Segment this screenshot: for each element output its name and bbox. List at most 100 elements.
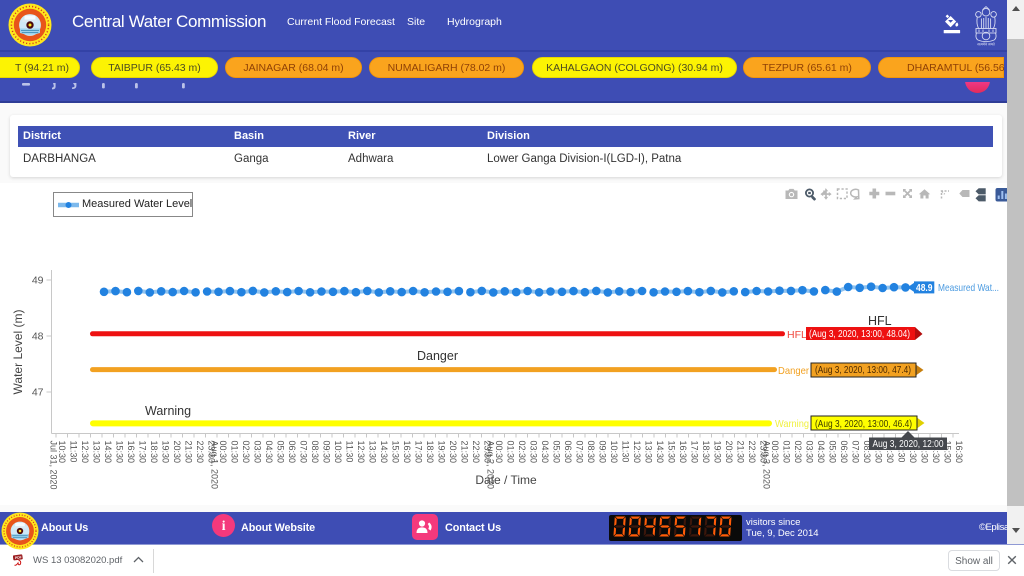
svg-text:09:30: 09:30 bbox=[598, 441, 608, 464]
svg-text:19:30: 19:30 bbox=[713, 441, 723, 464]
svg-text:14:30: 14:30 bbox=[931, 441, 941, 464]
svg-text:08:30: 08:30 bbox=[586, 441, 596, 464]
svg-text:05:30: 05:30 bbox=[552, 441, 562, 464]
svg-text:Aug 2, 2020: Aug 2, 2020 bbox=[486, 441, 496, 490]
svg-text:07:30: 07:30 bbox=[299, 441, 309, 464]
svg-text:04:30: 04:30 bbox=[540, 441, 550, 464]
svg-text:01:30: 01:30 bbox=[230, 441, 240, 464]
svg-text:14:30: 14:30 bbox=[103, 441, 113, 464]
svg-text:Warning: Warning bbox=[145, 404, 191, 418]
svg-text:16:30: 16:30 bbox=[126, 441, 136, 464]
svg-text:22:30: 22:30 bbox=[471, 441, 481, 464]
svg-text:02:30: 02:30 bbox=[793, 441, 803, 464]
svg-text:00:30: 00:30 bbox=[218, 441, 228, 464]
svg-text:23:30: 23:30 bbox=[483, 441, 493, 464]
svg-text:01:30: 01:30 bbox=[506, 441, 516, 464]
svg-text:16:30: 16:30 bbox=[678, 441, 688, 464]
svg-text:13:30: 13:30 bbox=[368, 441, 378, 464]
svg-text:00:30: 00:30 bbox=[494, 441, 504, 464]
svg-text:11:30: 11:30 bbox=[621, 441, 631, 463]
svg-text:19:30: 19:30 bbox=[161, 441, 171, 464]
svg-text:07:30: 07:30 bbox=[575, 441, 585, 464]
svg-text:(Aug 3, 2020, 13:00, 47.4): (Aug 3, 2020, 13:00, 47.4) bbox=[815, 364, 911, 376]
svg-text:Measured Wat...: Measured Wat... bbox=[938, 282, 999, 294]
svg-text:(Aug 3, 2020, 13:00, 48.04): (Aug 3, 2020, 13:00, 48.04) bbox=[809, 328, 910, 340]
svg-text:20:30: 20:30 bbox=[448, 441, 458, 464]
svg-text:11:30: 11:30 bbox=[897, 441, 907, 463]
svg-text:05:30: 05:30 bbox=[276, 441, 286, 464]
svg-text:16:30: 16:30 bbox=[954, 441, 964, 464]
svg-text:02:30: 02:30 bbox=[517, 441, 527, 464]
svg-text:18:30: 18:30 bbox=[425, 441, 435, 464]
svg-text:13:30: 13:30 bbox=[920, 441, 930, 464]
svg-text:22:30: 22:30 bbox=[747, 441, 757, 464]
svg-text:Warning: Warning bbox=[775, 418, 809, 430]
svg-text:06:30: 06:30 bbox=[287, 441, 297, 464]
svg-text:08:30: 08:30 bbox=[862, 441, 872, 464]
svg-text:03:30: 03:30 bbox=[529, 441, 539, 464]
svg-text:10:30: 10:30 bbox=[57, 441, 67, 464]
svg-text:20:30: 20:30 bbox=[724, 441, 734, 464]
svg-text:17:30: 17:30 bbox=[414, 441, 424, 464]
svg-text:18:30: 18:30 bbox=[149, 441, 159, 464]
svg-text:(Aug 3, 2020, 13:00, 46.4): (Aug 3, 2020, 13:00, 46.4) bbox=[815, 418, 912, 430]
svg-text:21:30: 21:30 bbox=[184, 441, 194, 464]
svg-text:15:30: 15:30 bbox=[391, 441, 401, 464]
svg-text:47: 47 bbox=[32, 387, 44, 399]
svg-text:11:30: 11:30 bbox=[69, 441, 79, 463]
svg-text:06:30: 06:30 bbox=[563, 441, 573, 464]
svg-text:49: 49 bbox=[32, 275, 44, 287]
svg-text:15:30: 15:30 bbox=[943, 441, 953, 464]
svg-text:23:30: 23:30 bbox=[207, 441, 217, 464]
svg-text:Aug 3, 2020, 12:00: Aug 3, 2020, 12:00 bbox=[873, 438, 944, 450]
svg-text:17:30: 17:30 bbox=[138, 441, 148, 464]
svg-text:12:30: 12:30 bbox=[908, 441, 918, 464]
svg-text:Date / Time: Date / Time bbox=[475, 473, 537, 487]
svg-text:00:30: 00:30 bbox=[770, 441, 780, 464]
svg-text:03:30: 03:30 bbox=[805, 441, 815, 464]
svg-text:Jul 31, 2020: Jul 31, 2020 bbox=[49, 441, 59, 490]
svg-text:12:30: 12:30 bbox=[356, 441, 366, 464]
svg-text:Water Level (m): Water Level (m) bbox=[11, 310, 25, 395]
svg-text:Aug 3, 2020: Aug 3, 2020 bbox=[762, 441, 772, 490]
svg-text:13:30: 13:30 bbox=[644, 441, 654, 464]
svg-text:20:30: 20:30 bbox=[172, 441, 182, 464]
svg-text:Aug 1, 2020: Aug 1, 2020 bbox=[210, 441, 220, 490]
svg-text:09:30: 09:30 bbox=[874, 441, 884, 464]
svg-text:HFL: HFL bbox=[787, 329, 807, 341]
svg-text:09:30: 09:30 bbox=[322, 441, 332, 464]
svg-text:HFL: HFL bbox=[868, 314, 892, 328]
svg-text:13:30: 13:30 bbox=[92, 441, 102, 464]
svg-text:15:30: 15:30 bbox=[115, 441, 125, 464]
svg-text:07:30: 07:30 bbox=[851, 441, 861, 464]
svg-text:Danger: Danger bbox=[778, 365, 809, 377]
svg-text:16:30: 16:30 bbox=[402, 441, 412, 464]
svg-text:06:30: 06:30 bbox=[839, 441, 849, 464]
svg-text:10:30: 10:30 bbox=[333, 441, 343, 464]
svg-text:सत्यमेव जयते: सत्यमेव जयते bbox=[977, 42, 995, 47]
svg-text:17:30: 17:30 bbox=[690, 441, 700, 464]
svg-text:14:30: 14:30 bbox=[379, 441, 389, 464]
svg-text:14:30: 14:30 bbox=[655, 441, 665, 464]
svg-text:48.9: 48.9 bbox=[916, 282, 933, 294]
svg-text:02:30: 02:30 bbox=[241, 441, 251, 464]
svg-text:12:30: 12:30 bbox=[80, 441, 90, 464]
svg-text:10:30: 10:30 bbox=[885, 441, 895, 464]
svg-text:08:30: 08:30 bbox=[310, 441, 320, 464]
svg-text:12:30: 12:30 bbox=[632, 441, 642, 464]
svg-text:15:30: 15:30 bbox=[667, 441, 677, 464]
svg-text:05:30: 05:30 bbox=[828, 441, 838, 464]
svg-text:18:30: 18:30 bbox=[701, 441, 711, 464]
svg-text:PDF: PDF bbox=[15, 555, 22, 560]
svg-text:04:30: 04:30 bbox=[816, 441, 826, 464]
svg-text:01:30: 01:30 bbox=[782, 441, 792, 464]
svg-text:22:30: 22:30 bbox=[195, 441, 205, 464]
svg-text:11:30: 11:30 bbox=[345, 441, 355, 463]
svg-text:23:30: 23:30 bbox=[759, 441, 769, 464]
svg-text:48: 48 bbox=[32, 331, 44, 343]
svg-text:03:30: 03:30 bbox=[253, 441, 263, 464]
svg-text:21:30: 21:30 bbox=[460, 441, 470, 464]
svg-text:10:30: 10:30 bbox=[609, 441, 619, 464]
svg-text:21:30: 21:30 bbox=[736, 441, 746, 464]
svg-text:19:30: 19:30 bbox=[437, 441, 447, 464]
